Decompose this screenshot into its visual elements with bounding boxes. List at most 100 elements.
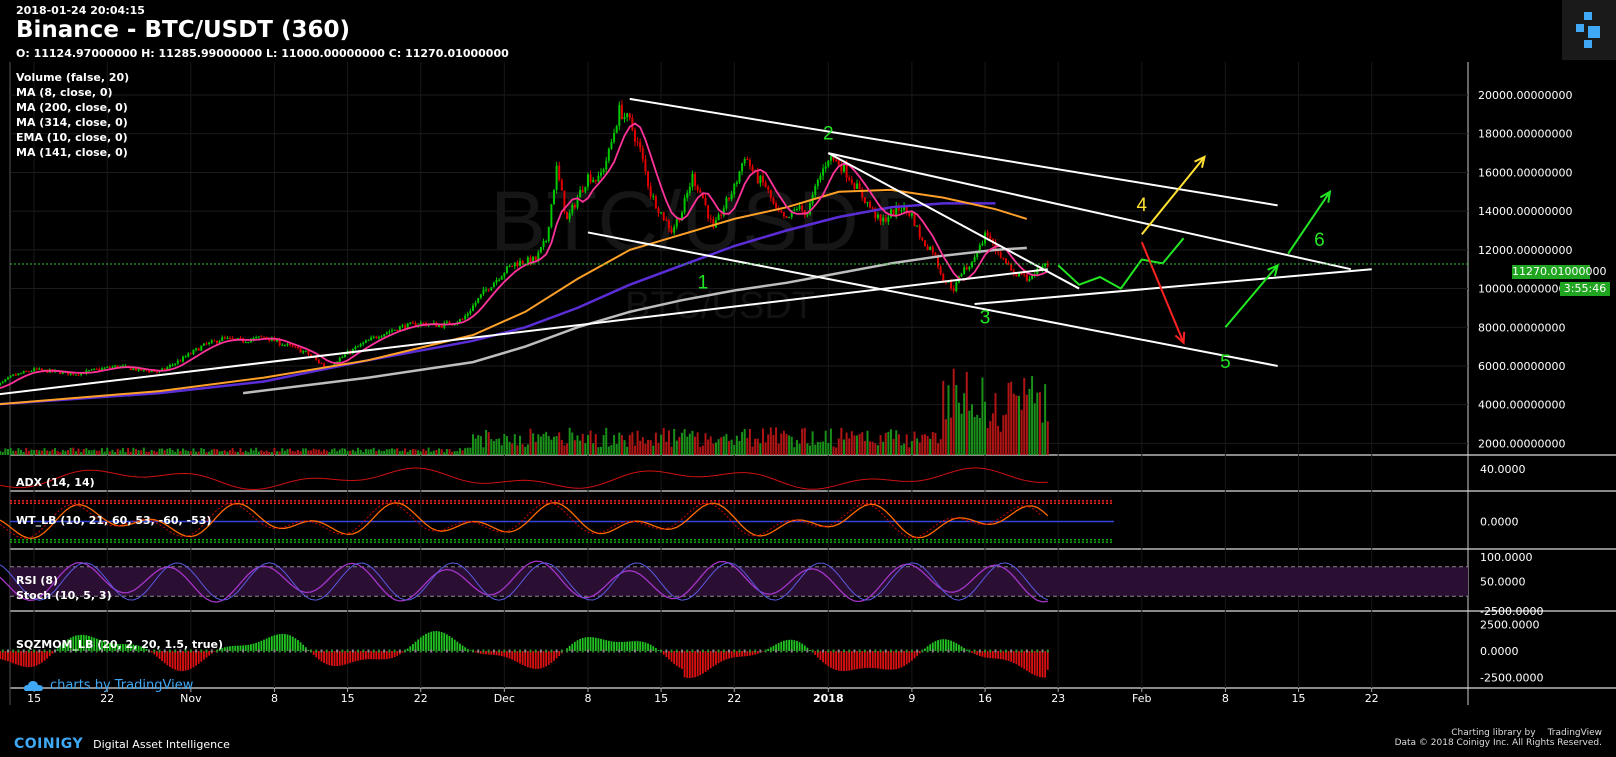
candle-body — [534, 256, 537, 260]
legend-ma8[interactable]: MA (8, close, 0) — [16, 86, 113, 99]
sqz-dot — [712, 649, 715, 653]
sqz-bar — [250, 644, 252, 651]
sqz-bar — [487, 651, 490, 655]
candle-body — [529, 257, 532, 264]
pane-label-sqzmom[interactable]: SQZMOM_LB (20, 2, 20, 1.5, true) — [16, 638, 224, 651]
pane-label-stoch[interactable]: Stoch (10, 5, 3) — [16, 589, 112, 602]
legend-ema10[interactable]: EMA (10, close, 0) — [16, 131, 128, 144]
candle-body — [594, 179, 597, 182]
sqz-bar — [398, 651, 401, 655]
volume-bar — [670, 446, 673, 455]
sqz-dot — [968, 649, 971, 653]
sqz-bar — [7, 651, 9, 662]
sqz-bar — [955, 643, 958, 651]
volume-bar — [119, 450, 122, 455]
volume-bar — [38, 450, 41, 455]
volume-bar — [503, 433, 506, 455]
coinigy-brand[interactable]: COINIGY — [14, 736, 84, 752]
legend-ma314[interactable]: MA (314, close, 0) — [16, 116, 128, 129]
sqz-bar — [25, 651, 28, 668]
candle-body — [278, 339, 281, 346]
candle-body — [310, 354, 313, 357]
sqz-dot — [508, 649, 511, 653]
pane-label-adx[interactable]: ADX (14, 14) — [16, 476, 95, 489]
sqz-bar — [707, 651, 710, 671]
sqz-dot — [210, 649, 213, 653]
candle-body — [411, 322, 414, 324]
volume-bar — [477, 435, 480, 455]
volume-bar — [161, 448, 164, 455]
sqz-bar — [772, 645, 775, 651]
candle-body — [479, 294, 482, 298]
sqz-dot — [675, 649, 678, 653]
sqz-dot — [43, 649, 46, 653]
sqz-bar — [200, 651, 203, 662]
volume-bar — [782, 430, 785, 455]
candle-body — [519, 261, 522, 267]
sqz-dot — [320, 649, 323, 653]
sqz-dot — [926, 649, 929, 653]
volume-bar — [892, 438, 895, 455]
sqz-bar — [978, 651, 981, 657]
candle-body — [341, 356, 344, 359]
sqz-bar — [511, 651, 514, 660]
volume-bar — [328, 451, 331, 455]
volume-bar — [955, 385, 958, 455]
candle-body — [492, 282, 495, 288]
candle-body — [80, 372, 83, 375]
volume-bar — [801, 428, 804, 455]
tradingview-credit[interactable]: charts by TradingView — [24, 678, 193, 693]
candle-body — [30, 371, 33, 373]
legend-ma200[interactable]: MA (200, close, 0) — [16, 101, 128, 114]
volume-bar — [229, 450, 232, 455]
sqz-dot — [346, 649, 349, 653]
volume-bar — [746, 438, 749, 455]
candle-body — [414, 323, 417, 327]
sqz-bar — [887, 651, 890, 670]
candle-body — [205, 343, 208, 345]
sqz-dot — [910, 649, 913, 653]
sqz-bar — [1033, 651, 1036, 676]
candle-body — [466, 313, 469, 316]
sqz-dot — [69, 649, 72, 653]
sqz-axis-label-1: 0.0000 — [1480, 645, 1519, 658]
lib-brand[interactable]: TradingView — [1547, 728, 1602, 738]
sqz-dot — [461, 649, 464, 653]
volume-bar — [741, 432, 744, 455]
candle-body — [709, 218, 712, 220]
sqz-bar — [435, 631, 438, 651]
volume-bar — [223, 450, 226, 455]
volume-bar — [33, 450, 36, 455]
candle-body — [738, 171, 741, 183]
sqz-dot — [654, 649, 657, 653]
sqz-bar — [469, 650, 472, 651]
candle-body — [639, 141, 642, 149]
pane-label-wt[interactable]: WT_LB (10, 21, 60, 53, -60, -53) — [16, 514, 212, 527]
volume-bar — [931, 431, 934, 455]
volume-bar — [317, 449, 320, 455]
sqz-bar — [628, 641, 631, 651]
sqz-bar — [184, 651, 187, 671]
legend-volume[interactable]: Volume (false, 20) — [16, 71, 130, 84]
sqz-bar — [391, 651, 393, 658]
sqz-bar — [866, 651, 869, 668]
sqz-bar — [101, 640, 103, 651]
volume-bar — [785, 433, 788, 455]
sqz-bar — [767, 648, 770, 651]
candle-body — [895, 205, 898, 216]
legend-ma141[interactable]: MA (141, close, 0) — [16, 146, 128, 159]
sqz-dot — [853, 649, 856, 653]
sqz-dot — [283, 649, 286, 653]
volume-bar — [218, 451, 221, 455]
pane-label-rsi[interactable]: RSI (8) — [16, 574, 59, 587]
ma8-line — [0, 122, 1049, 389]
sqz-bar — [712, 651, 715, 667]
sqz-dot — [106, 649, 109, 653]
volume-bar — [202, 448, 205, 455]
candle-body — [801, 205, 804, 211]
candle-body — [874, 208, 877, 219]
candle-body — [876, 214, 879, 219]
sqz-bar — [263, 639, 265, 651]
wave-arrow-0 — [1141, 156, 1206, 236]
